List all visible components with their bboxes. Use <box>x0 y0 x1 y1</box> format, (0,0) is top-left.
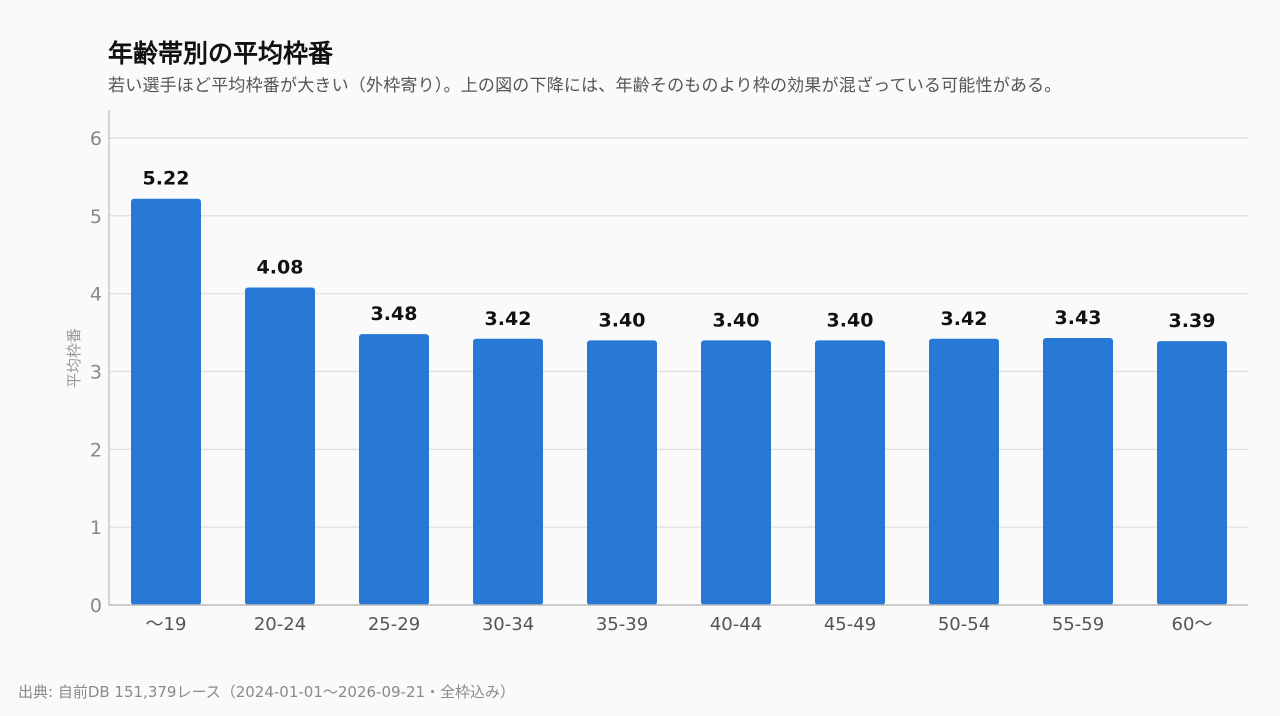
y-tick-label: 0 <box>90 595 102 617</box>
x-tick-label: 25-29 <box>368 614 420 635</box>
bar <box>1043 338 1113 605</box>
x-tick-label: 60〜 <box>1172 614 1213 635</box>
x-tick-label: 40-44 <box>710 614 762 635</box>
y-tick-label: 6 <box>90 128 102 150</box>
x-tick-label: 50-54 <box>938 614 990 635</box>
source-note: 出典: 自前DB 151,379レース（2024-01-01〜2026-09-2… <box>18 683 516 701</box>
y-tick-label: 2 <box>90 439 102 461</box>
data-label: 3.40 <box>827 309 874 331</box>
bar <box>1157 341 1227 605</box>
y-tick-label: 4 <box>90 284 102 306</box>
x-tick-label: 30-34 <box>482 614 534 635</box>
bar <box>245 287 315 605</box>
x-tick-label: 35-39 <box>596 614 648 635</box>
data-label: 3.40 <box>713 309 760 331</box>
bar <box>815 340 885 605</box>
data-label: 4.08 <box>257 256 304 278</box>
bar <box>359 334 429 605</box>
x-axis-ticks: 〜19 20-24 25-29 30-34 35-39 40-44 45-49 50-54 55… <box>146 614 1213 635</box>
data-label: 3.40 <box>599 309 646 331</box>
x-tick-label: 45-49 <box>824 614 876 635</box>
x-tick-label: 〜19 <box>146 614 187 635</box>
data-label: 3.42 <box>485 308 532 330</box>
bar <box>473 338 543 605</box>
chart-subtitle: 若い選手ほど平均枠番が大きい（外枠寄り）。上の図の下降には、年齢そのものより枠の… <box>108 76 1062 96</box>
y-tick-label: 3 <box>90 362 102 384</box>
data-labels: 5.22 4.08 3.48 3.42 3.40 3.40 3.40 3.42 3.43 3.39 <box>143 168 1216 332</box>
bar <box>131 198 201 605</box>
data-label: 3.42 <box>941 308 988 330</box>
bars <box>131 198 1227 605</box>
data-label: 5.22 <box>143 168 190 190</box>
data-label: 3.43 <box>1055 307 1102 329</box>
y-axis-label: 平均枠番 <box>65 328 83 388</box>
bar <box>929 338 999 605</box>
x-tick-label: 55-59 <box>1052 614 1104 635</box>
y-axis-ticks: 0 1 2 3 4 5 6 <box>90 128 102 617</box>
x-tick-label: 20-24 <box>254 614 306 635</box>
bar <box>587 340 657 605</box>
data-label: 3.39 <box>1169 310 1216 332</box>
chart-title: 年齢帯別の平均枠番 <box>108 39 334 68</box>
y-tick-label: 1 <box>90 517 102 539</box>
y-tick-label: 5 <box>90 206 102 228</box>
data-label: 3.48 <box>371 303 418 325</box>
bar <box>701 340 771 605</box>
